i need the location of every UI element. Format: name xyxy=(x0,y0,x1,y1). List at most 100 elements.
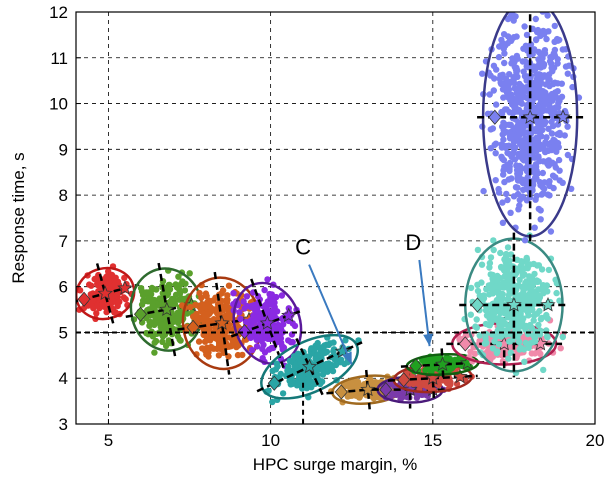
y-tick-label: 12 xyxy=(49,3,68,22)
data-point xyxy=(531,270,538,278)
data-point xyxy=(493,349,500,357)
data-point xyxy=(195,338,203,345)
data-point xyxy=(486,259,494,267)
data-point xyxy=(552,276,559,283)
data-point xyxy=(213,307,220,314)
data-point xyxy=(525,273,533,280)
diamond-marker xyxy=(237,323,252,340)
y-tick-label: 9 xyxy=(59,140,68,159)
data-point xyxy=(157,321,164,328)
x-axis-label: HPC surge margin, % xyxy=(253,455,417,474)
data-point xyxy=(112,274,119,281)
data-point xyxy=(536,82,543,89)
data-point xyxy=(171,297,178,304)
data-point xyxy=(535,205,542,213)
data-point xyxy=(143,289,150,296)
y-ticks: 3 4 5 6 7 8 9 10 11 12 xyxy=(49,3,81,434)
data-point xyxy=(552,89,559,96)
data-point xyxy=(506,167,513,175)
data-point xyxy=(453,380,461,387)
data-point xyxy=(487,285,495,292)
data-point xyxy=(532,65,539,72)
data-point xyxy=(497,249,504,257)
data-point xyxy=(525,3,531,9)
data-point xyxy=(534,262,541,269)
data-point xyxy=(187,303,194,311)
data-point xyxy=(544,147,552,154)
data-point xyxy=(538,266,546,273)
data-point xyxy=(543,35,550,43)
diamond-marker xyxy=(186,319,200,335)
data-point xyxy=(472,323,479,330)
data-point xyxy=(532,36,540,44)
data-point xyxy=(194,317,201,324)
data-point xyxy=(274,322,281,329)
data-point xyxy=(106,280,113,287)
data-point xyxy=(497,72,504,79)
data-point xyxy=(88,282,95,289)
data-point xyxy=(413,394,421,401)
data-point xyxy=(524,307,531,314)
data-point xyxy=(269,398,276,406)
data-point xyxy=(507,13,515,20)
data-point xyxy=(509,110,516,117)
data-point xyxy=(555,104,562,111)
data-point xyxy=(490,87,497,94)
data-point xyxy=(548,130,556,137)
data-point xyxy=(484,347,492,354)
data-point xyxy=(546,102,553,109)
star-marker xyxy=(117,280,133,295)
data-point xyxy=(555,156,563,164)
data-point xyxy=(514,184,521,191)
data-point xyxy=(248,346,256,354)
data-point xyxy=(516,169,523,176)
data-point xyxy=(510,146,518,153)
data-point xyxy=(551,46,559,54)
data-point xyxy=(532,161,540,168)
data-point xyxy=(544,12,551,19)
data-point xyxy=(522,339,529,347)
data-point xyxy=(520,86,527,94)
star-marker xyxy=(301,358,318,374)
data-point xyxy=(203,351,210,358)
data-point xyxy=(526,321,534,329)
data-point xyxy=(541,30,548,38)
data-point xyxy=(530,181,537,188)
data-point xyxy=(501,178,508,186)
data-point xyxy=(148,284,156,292)
data-point xyxy=(504,244,512,251)
data-point xyxy=(504,265,512,272)
data-point xyxy=(556,167,563,174)
annotation-arrow xyxy=(418,259,431,347)
data-point xyxy=(519,143,527,150)
data-point xyxy=(530,317,537,324)
data-point xyxy=(487,254,495,261)
data-point xyxy=(491,141,498,149)
data-point xyxy=(476,332,483,339)
data-point xyxy=(489,125,497,132)
data-point xyxy=(148,319,156,326)
data-point xyxy=(513,69,520,76)
data-point xyxy=(541,179,548,186)
star-marker xyxy=(434,356,451,372)
data-point xyxy=(490,246,497,254)
data-point xyxy=(277,370,284,378)
data-point xyxy=(292,363,299,371)
data-point xyxy=(411,379,419,386)
data-point xyxy=(487,271,494,278)
data-point xyxy=(509,337,516,345)
data-point xyxy=(503,190,510,198)
data-point xyxy=(178,295,185,302)
data-point xyxy=(524,295,532,302)
data-point xyxy=(520,288,527,296)
data-point xyxy=(144,298,152,305)
data-point xyxy=(544,315,551,322)
data-point xyxy=(489,345,497,352)
y-tick-label: 7 xyxy=(59,232,68,251)
data-point xyxy=(337,356,345,363)
data-point xyxy=(518,178,525,185)
y-tick-label: 10 xyxy=(49,95,68,114)
data-point xyxy=(493,101,500,108)
data-point xyxy=(550,136,557,143)
